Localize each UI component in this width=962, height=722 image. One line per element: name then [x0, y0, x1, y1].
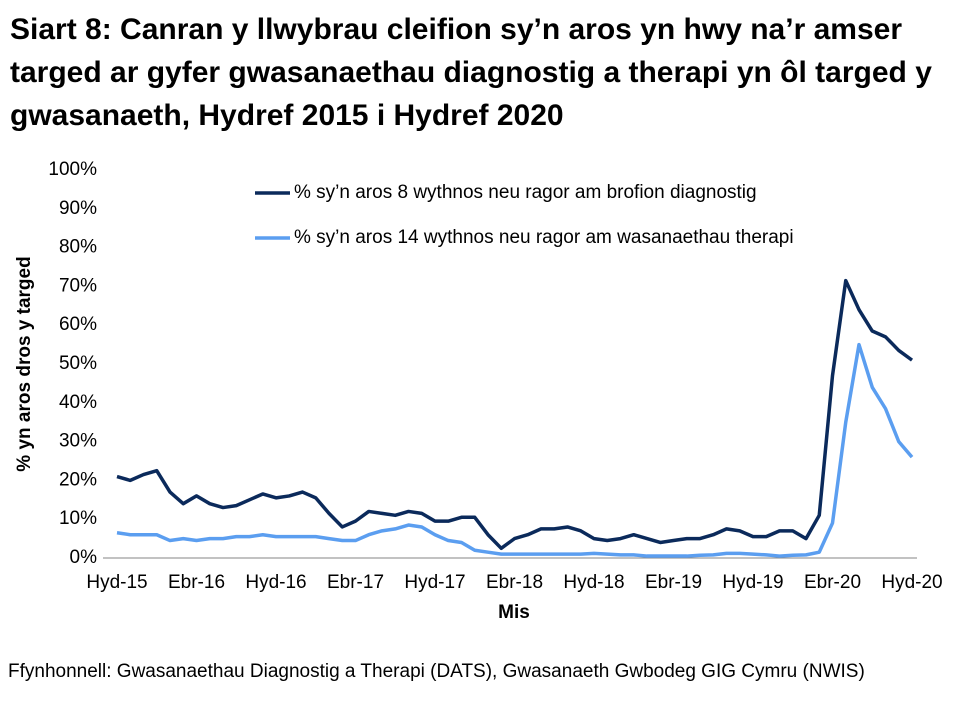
- source-note: Ffynhonnell: Gwasanaethau Diagnostig a T…: [8, 661, 865, 682]
- x-tick-label: Ebr-16: [168, 572, 225, 593]
- y-axis-title: % yn aros dros y targed: [14, 256, 35, 471]
- y-tick-label: 50%: [59, 353, 97, 374]
- y-tick-label: 0%: [70, 547, 98, 568]
- x-tick-label: Ebr-19: [645, 572, 702, 593]
- x-tick-label: Hyd-18: [563, 572, 624, 593]
- y-tick-label: 30%: [59, 431, 97, 452]
- series-line: [116, 278, 914, 551]
- chart-title: Siart 8: Canran y llwybrau cleifion sy’n…: [10, 13, 932, 132]
- y-tick-label: 90%: [59, 198, 97, 219]
- y-tick-label: 70%: [59, 275, 97, 296]
- x-tick-label: Hyd-15: [86, 572, 147, 593]
- x-tick-label: Ebr-17: [327, 572, 384, 593]
- y-tick-label: 20%: [59, 469, 97, 490]
- y-tick-label: 60%: [59, 314, 97, 335]
- legend-label: % sy’n aros 14 wythnos neu ragor am wasa…: [294, 227, 794, 248]
- x-tick-label: Ebr-18: [486, 572, 543, 593]
- x-tick-label: Hyd-20: [881, 572, 942, 593]
- x-tick-label: Hyd-17: [404, 572, 465, 593]
- x-tick-label: Hyd-16: [245, 572, 306, 593]
- x-axis-title: Mis: [498, 602, 530, 623]
- y-tick-label: 40%: [59, 392, 97, 413]
- y-tick-label: 80%: [59, 237, 97, 258]
- series-line: [116, 342, 914, 558]
- chart: % yn aros dros y targed Mis 0% 10% 20% 30% 4…: [14, 159, 943, 623]
- legend-label: % sy’n aros 8 wythnos neu ragor am brofi…: [294, 182, 757, 203]
- y-tick-label: 10%: [59, 508, 97, 529]
- y-tick-label: 100%: [48, 159, 97, 180]
- x-tick-label: Ebr-20: [804, 572, 861, 593]
- x-tick-label: Hyd-19: [722, 572, 783, 593]
